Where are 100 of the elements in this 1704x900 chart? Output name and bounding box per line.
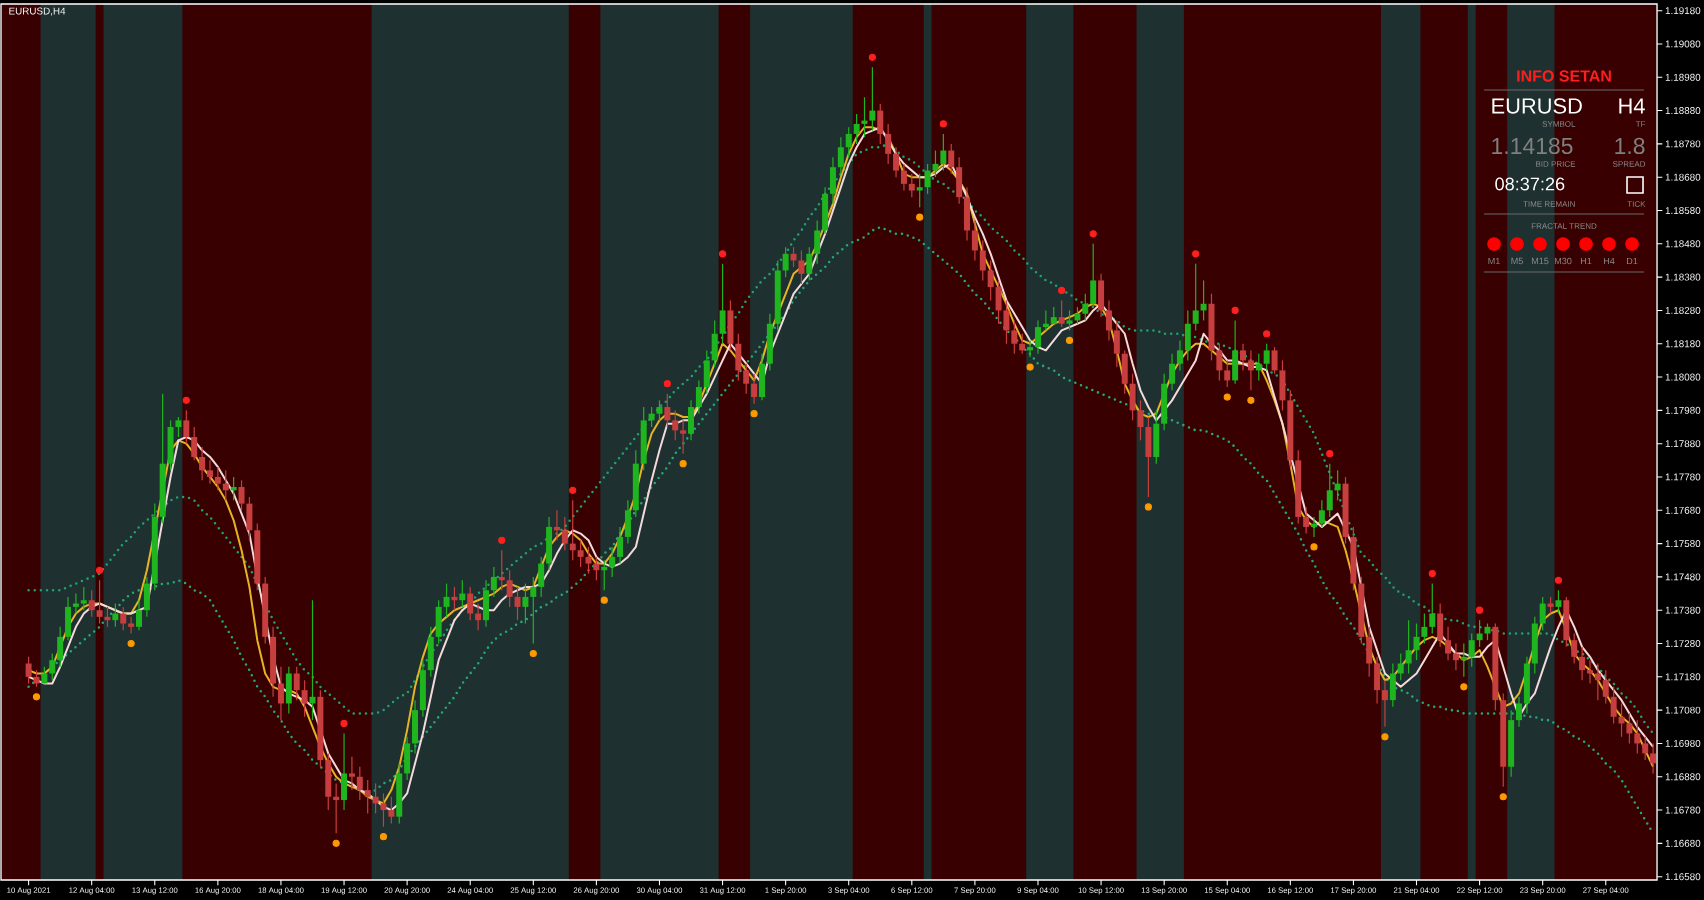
candlestick — [688, 399, 695, 441]
annotation: EURUSD — [1492, 98, 1582, 114]
candlestick — [956, 156, 963, 205]
candlestick — [175, 416, 182, 438]
point — [1144, 503, 1152, 511]
candlestick — [1452, 642, 1459, 671]
candlestick — [1523, 656, 1530, 715]
candlestick — [766, 313, 773, 371]
candlestick — [530, 576, 537, 645]
candlestick — [1019, 333, 1026, 355]
candlestick — [1318, 499, 1325, 528]
candlestick — [1397, 652, 1404, 681]
candlestick — [1129, 373, 1136, 421]
candlestick — [1137, 399, 1144, 441]
candlestick — [664, 393, 671, 428]
candlestick — [191, 426, 198, 461]
candlestick — [1200, 279, 1207, 322]
candlestick — [285, 666, 292, 715]
point — [182, 396, 190, 404]
candlestick — [893, 146, 900, 178]
candlestick — [1476, 619, 1483, 648]
candlestick — [1145, 416, 1152, 498]
candlestick — [1366, 626, 1373, 678]
candlestick — [506, 569, 513, 608]
point — [1499, 793, 1507, 801]
candlestick — [1121, 349, 1128, 395]
candlestick — [624, 499, 631, 545]
candlestick — [522, 582, 529, 625]
candlestick — [1531, 616, 1538, 675]
candlestick — [877, 103, 884, 145]
candlestick — [751, 373, 758, 405]
candlestick — [1381, 679, 1388, 728]
candlestick — [1618, 702, 1625, 738]
candlestick — [1058, 299, 1065, 328]
candlestick — [396, 762, 403, 824]
point — [1326, 450, 1334, 458]
candlestick — [1374, 656, 1381, 705]
candlestick — [57, 626, 64, 668]
candlestick — [695, 379, 702, 415]
candlestick — [482, 579, 489, 628]
candlestick — [971, 219, 978, 262]
candlestick — [1066, 309, 1073, 332]
candlestick — [246, 496, 253, 541]
candlestick — [900, 163, 907, 192]
candlestick — [814, 219, 821, 265]
candlestick — [112, 602, 119, 628]
point — [679, 460, 687, 468]
candlestick — [459, 579, 466, 608]
candlestick — [356, 766, 363, 801]
candlestick — [561, 516, 568, 551]
candlestick — [136, 599, 142, 631]
candlestick — [364, 779, 371, 814]
candlestick — [964, 186, 971, 242]
candlestick — [427, 626, 434, 678]
candlestick — [940, 133, 947, 172]
candlestick — [128, 616, 135, 635]
candlestick — [1594, 662, 1601, 701]
candlestick — [49, 652, 56, 681]
candlestick — [1216, 343, 1223, 381]
candlestick — [1413, 622, 1420, 661]
candlestick — [758, 353, 765, 401]
candlestick — [1468, 632, 1475, 668]
candlestick — [1389, 662, 1396, 708]
annotation: 1.8 — [1615, 137, 1645, 155]
candlestick — [798, 249, 805, 285]
candlestick — [1571, 632, 1578, 665]
candlestick — [601, 559, 608, 591]
point — [569, 486, 577, 494]
candlestick — [1090, 243, 1097, 308]
candlestick — [1255, 353, 1262, 381]
candlestick — [845, 126, 852, 158]
candlestick — [1405, 619, 1412, 675]
candlestick — [325, 752, 332, 811]
candlestick — [1003, 299, 1010, 345]
candlestick — [1642, 736, 1649, 761]
candlestick — [648, 406, 655, 428]
candlestick — [703, 349, 710, 395]
candlestick — [1310, 516, 1317, 538]
candlestick — [1011, 319, 1018, 355]
candlestick — [1626, 712, 1633, 745]
candlestick — [1429, 582, 1436, 635]
candlestick — [167, 419, 174, 471]
candlestick — [120, 606, 127, 631]
candlestick — [1082, 293, 1089, 322]
candlestick — [80, 586, 87, 611]
candlestick — [1113, 319, 1120, 368]
candlestick — [222, 469, 229, 501]
candlestick — [1176, 339, 1183, 371]
candlestick — [309, 599, 316, 721]
candlestick — [711, 319, 718, 368]
candlestick — [932, 149, 939, 178]
candlestick — [498, 549, 505, 591]
candlestick — [301, 679, 308, 718]
candlestick — [593, 556, 600, 581]
candlestick — [1240, 343, 1247, 371]
candlestick — [214, 466, 221, 491]
candlestick — [1602, 669, 1609, 705]
candlestick — [640, 406, 647, 471]
candlestick — [1539, 596, 1546, 631]
candlestick — [1610, 686, 1617, 725]
